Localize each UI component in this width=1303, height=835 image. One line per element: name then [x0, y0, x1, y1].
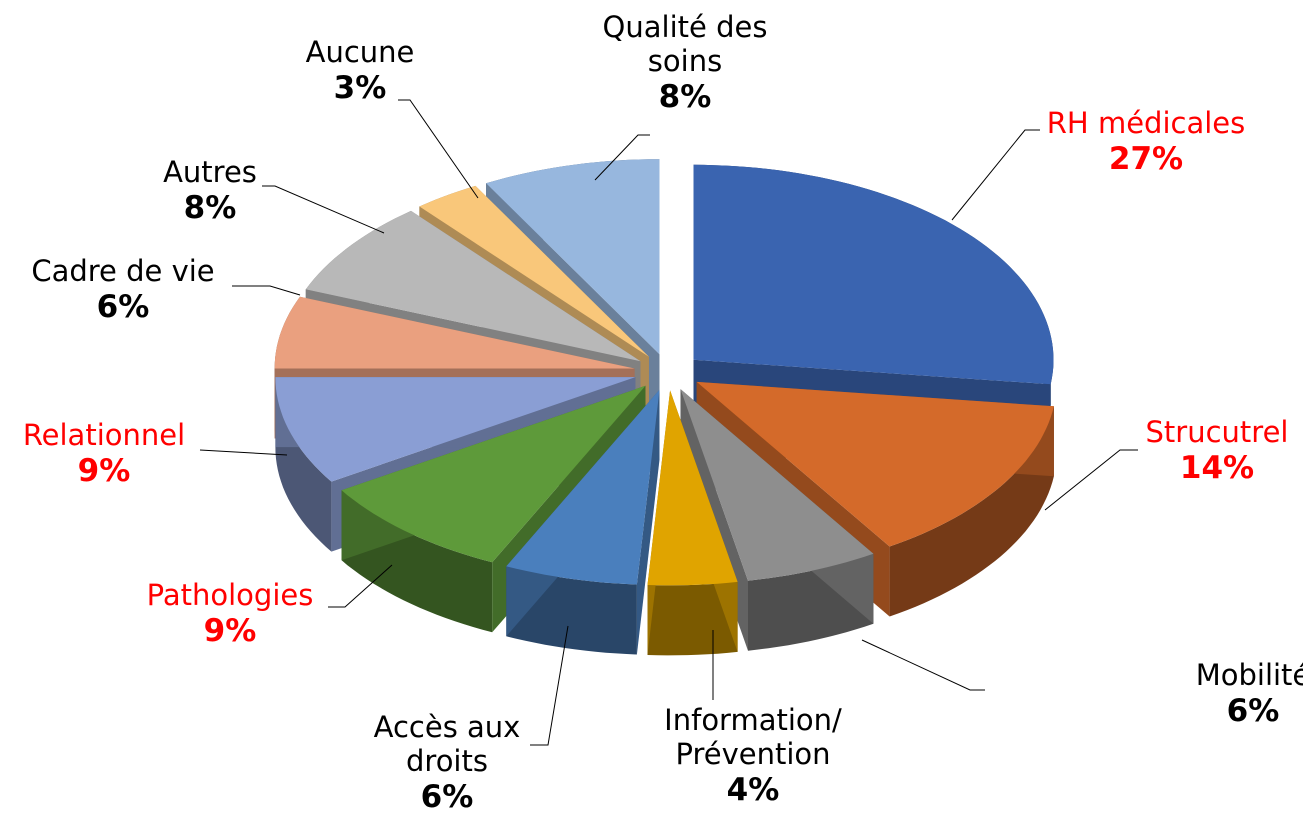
category-label: Relationnel — [22, 418, 186, 452]
slice-label: Strucutrel 14% — [1107, 415, 1303, 487]
leader-line — [328, 564, 393, 608]
slice-label: Mobilité 6% — [1153, 658, 1303, 730]
slice-top — [274, 296, 635, 369]
slice-label: Relationnel 9% — [0, 418, 214, 490]
slice-outer-wall — [275, 377, 332, 552]
leader-line — [861, 639, 985, 691]
leader-line — [199, 449, 288, 456]
slice-top — [275, 377, 636, 482]
value-label: 8% — [183, 190, 237, 226]
slice-top — [341, 385, 646, 563]
category-label: Aucune — [305, 35, 415, 69]
slice — [647, 390, 738, 656]
category-label: Mobilité — [1195, 658, 1303, 692]
slice-top — [506, 389, 660, 585]
slice-label: Qualité des soins 8% — [575, 10, 795, 116]
slice-label: Aucune 3% — [270, 35, 450, 107]
leader-line — [1044, 449, 1138, 511]
slice-top — [305, 210, 641, 362]
category-label: RH médicales — [1046, 106, 1246, 140]
slice-label: RH médicales 27% — [996, 106, 1296, 178]
slice-label: Cadre de vie 6% — [0, 254, 253, 326]
category-label: Autres — [163, 155, 257, 189]
leader-line — [530, 625, 569, 746]
category-label: Qualité des soins — [602, 10, 768, 78]
leader-line — [951, 129, 1040, 221]
value-label: 3% — [333, 70, 387, 106]
slice-label: Pathologies 9% — [110, 578, 350, 650]
value-label: 14% — [1179, 450, 1255, 486]
slice — [506, 389, 660, 655]
value-label: 6% — [96, 289, 150, 325]
value-label: 8% — [658, 79, 712, 115]
slice-top — [680, 389, 874, 581]
slice-outer-wall — [647, 581, 738, 656]
value-label: 6% — [420, 779, 474, 815]
slice-label: Information/ Prévention 4% — [633, 703, 873, 809]
category-label: Accès aux droits — [373, 710, 521, 778]
category-label: Cadre de vie — [31, 254, 215, 288]
category-label: Strucutrel — [1145, 415, 1289, 449]
value-label: 4% — [726, 772, 780, 808]
slice-top — [647, 390, 738, 586]
slice-top — [693, 164, 1054, 385]
category-label: Pathologies — [146, 578, 314, 612]
slice-top — [419, 185, 649, 357]
value-label: 6% — [1226, 693, 1280, 729]
leader-line — [398, 99, 479, 199]
slice-top — [696, 381, 1054, 547]
leader-line — [232, 285, 301, 296]
category-label: Information/ Prévention — [664, 703, 842, 771]
slice-top — [486, 159, 660, 355]
slice-label: Accès aux droits 6% — [357, 710, 537, 816]
slice-outer-wall — [889, 406, 1054, 617]
value-label: 27% — [1108, 141, 1184, 177]
leader-line — [262, 185, 385, 234]
value-label: 9% — [203, 613, 257, 649]
value-label: 9% — [77, 453, 131, 489]
slice-label: Autres 8% — [130, 155, 290, 227]
leader-line — [594, 134, 650, 181]
